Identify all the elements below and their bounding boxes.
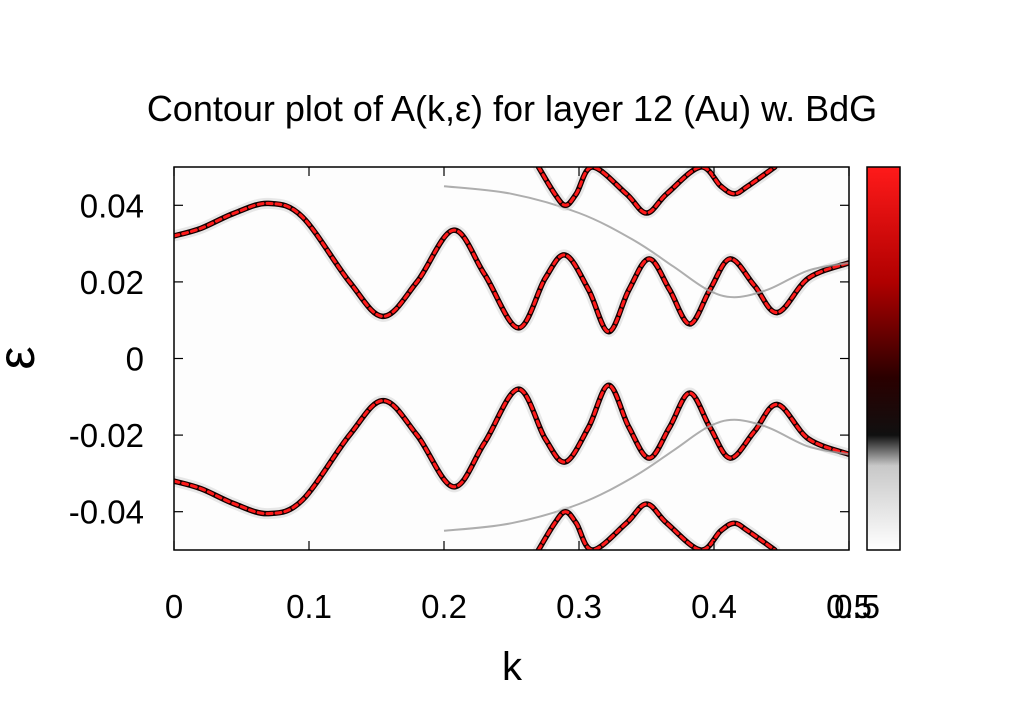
y-tick-label: 0 xyxy=(126,341,144,378)
x-axis: 0 0.1 0.2 0.3 0.4 0.5 xyxy=(165,167,872,625)
x-tick-label: 0.5 xyxy=(826,588,872,625)
band-peak xyxy=(174,201,849,334)
band-peak xyxy=(174,383,849,516)
colorbar xyxy=(866,166,901,551)
band-peak xyxy=(537,502,777,550)
x-tick-label: 0.4 xyxy=(691,588,737,625)
y-axis-label: ε xyxy=(0,346,46,369)
chart-title: Contour plot of A(k,ε) for layer 12 (Au)… xyxy=(147,88,877,129)
x-tick-label: 0.2 xyxy=(421,588,467,625)
x-tick-label: 0.1 xyxy=(286,588,332,625)
y-tick-label: 0.02 xyxy=(80,264,144,301)
colorbar-max-label: 0.5 xyxy=(834,588,880,625)
y-axis: -0.04 -0.02 0 0.02 0.04 xyxy=(69,187,849,531)
band-line-faint xyxy=(443,418,849,532)
band-peak xyxy=(537,167,777,215)
y-tick-label: 0.04 xyxy=(80,187,144,224)
band-line-faint xyxy=(443,185,849,299)
x-axis-label: k xyxy=(502,645,523,689)
band-layer xyxy=(174,167,849,550)
y-tick-label: -0.02 xyxy=(69,417,144,454)
plot-background xyxy=(174,167,849,550)
x-tick-label: 0.3 xyxy=(556,588,602,625)
x-tick-label: 0 xyxy=(165,588,183,625)
y-tick-label: -0.04 xyxy=(69,494,144,531)
